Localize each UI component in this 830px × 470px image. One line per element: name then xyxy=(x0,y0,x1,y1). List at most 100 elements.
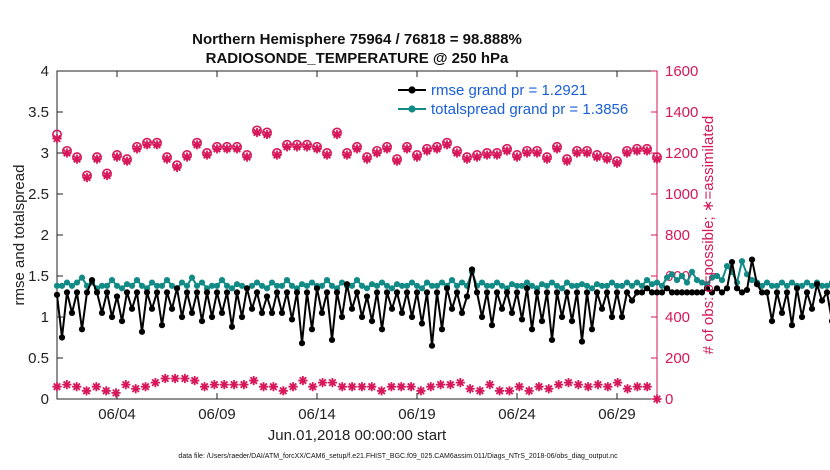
obs_assimilated-point xyxy=(612,158,622,168)
obs_low_assimilated-point xyxy=(52,382,62,392)
obs_low_assimilated-point xyxy=(485,380,495,390)
totalspread-point xyxy=(653,279,661,286)
rmse-point xyxy=(308,326,316,333)
y-tick-label: 0 xyxy=(41,391,49,408)
totalspread-point xyxy=(318,282,326,289)
totalspread-point xyxy=(63,279,71,286)
obs_low_assimilated-point xyxy=(199,382,210,392)
totalspread-point xyxy=(73,279,81,286)
obs_assimilated-point xyxy=(412,152,422,162)
rmse-point xyxy=(378,326,386,333)
obs_assimilated-point xyxy=(452,148,462,158)
totalspread-point xyxy=(108,277,116,284)
obs_low_assimilated-point xyxy=(239,380,249,390)
totalspread-point xyxy=(593,281,601,288)
totalspread-point xyxy=(513,282,521,289)
obs_assimilated-point xyxy=(192,140,202,150)
rmse-point xyxy=(138,328,146,335)
x-tick-label: 06/04 xyxy=(98,406,136,423)
obs_low_assimilated-point xyxy=(81,386,92,396)
totalspread-point xyxy=(573,282,581,289)
obs_low_assimilated-point xyxy=(563,378,574,388)
totalspread-point xyxy=(643,277,651,284)
obs_assimilated-point xyxy=(82,173,92,183)
rmse-point xyxy=(743,286,751,294)
totalspread-point xyxy=(563,279,571,286)
legend-spread-label: totalspread grand pr = 1.3856 xyxy=(431,101,628,118)
obs_assimilated-point xyxy=(292,142,302,152)
rmse-point xyxy=(648,289,656,296)
totalspread-point xyxy=(193,282,201,289)
totalspread-point xyxy=(123,281,131,288)
rmse-point xyxy=(168,305,176,312)
totalspread-point xyxy=(708,274,716,281)
x-tick-label: 06/29 xyxy=(598,406,636,423)
obs_low_assimilated-point xyxy=(386,382,397,392)
obs_assimilated-point xyxy=(562,156,572,166)
rmse-point xyxy=(633,289,641,296)
obs_low_assimilated-point xyxy=(622,384,633,394)
rmse-point xyxy=(738,289,746,296)
obs_low_assimilated-point xyxy=(72,382,82,392)
obs_low_assimilated-point xyxy=(436,380,446,390)
rmse-point xyxy=(608,313,616,321)
rmse-point xyxy=(493,289,501,296)
y-tick-label: 2.5 xyxy=(28,186,49,203)
totalspread-point xyxy=(818,282,826,289)
totalspread-point xyxy=(208,282,216,289)
rmse-point xyxy=(183,289,191,296)
rmse-point xyxy=(88,277,96,284)
y-tick-label: 0.5 xyxy=(28,350,49,367)
rmse-point xyxy=(158,322,166,329)
rmse-point xyxy=(73,289,81,296)
totalspread-point xyxy=(723,263,731,270)
rmse-point xyxy=(453,289,461,296)
totalspread-point xyxy=(658,282,666,289)
obs_low_assimilated-point xyxy=(258,382,269,392)
totalspread-point xyxy=(388,285,396,292)
totalspread-point xyxy=(748,277,756,284)
y-axis-left: 0 0.5 1 1.5 2 2.5 3 3.5 4 xyxy=(28,63,63,408)
obs_assimilated-point xyxy=(222,144,232,154)
totalspread-point xyxy=(603,282,611,289)
totalspread-point xyxy=(663,274,671,281)
rmse-point xyxy=(528,326,536,333)
totalspread-point xyxy=(273,282,281,289)
totalspread-point xyxy=(618,282,626,289)
rmse-point xyxy=(783,289,791,296)
totalspread-point xyxy=(163,277,171,284)
totalspread-point xyxy=(718,277,726,284)
obs_low_assimilated-point xyxy=(455,378,465,388)
y-axis-right-label: # of obs: o=possible; ∗=assimilated xyxy=(700,116,717,355)
x-tick-label: 06/19 xyxy=(398,406,436,423)
rmse-point xyxy=(93,289,101,296)
rmse-point xyxy=(248,305,256,312)
rmse-point xyxy=(703,285,711,292)
totalspread-point xyxy=(668,271,676,278)
rmse-point xyxy=(208,313,216,321)
totalspread-point xyxy=(648,281,656,288)
obs_low_assimilated-point xyxy=(62,380,72,390)
obs_low_assimilated-point xyxy=(327,378,338,388)
legend-spread-marker xyxy=(408,105,416,113)
obs_low_assimilated-point xyxy=(190,375,200,386)
totalspread-point xyxy=(178,279,186,286)
obs_low_assimilated-point xyxy=(426,382,436,392)
obs_low_assimilated-point xyxy=(514,382,524,392)
obs_assimilated-point xyxy=(402,144,412,154)
rmse-point xyxy=(498,305,506,312)
rmse-point xyxy=(263,293,271,300)
totalspread-point xyxy=(608,279,616,286)
rmse-point xyxy=(123,289,131,296)
obs_low_assimilated-point xyxy=(229,380,239,390)
obs_assimilated-point xyxy=(122,156,132,166)
obs_low_assimilated-point xyxy=(524,386,534,396)
totalspread-point xyxy=(738,258,746,265)
rmse-point xyxy=(713,285,721,292)
rmse-point xyxy=(723,285,731,292)
totalspread-point xyxy=(528,282,536,289)
obs_assimilated-point xyxy=(52,134,62,144)
obs_low_assimilated-point xyxy=(268,382,278,392)
totalspread-point xyxy=(478,279,486,286)
